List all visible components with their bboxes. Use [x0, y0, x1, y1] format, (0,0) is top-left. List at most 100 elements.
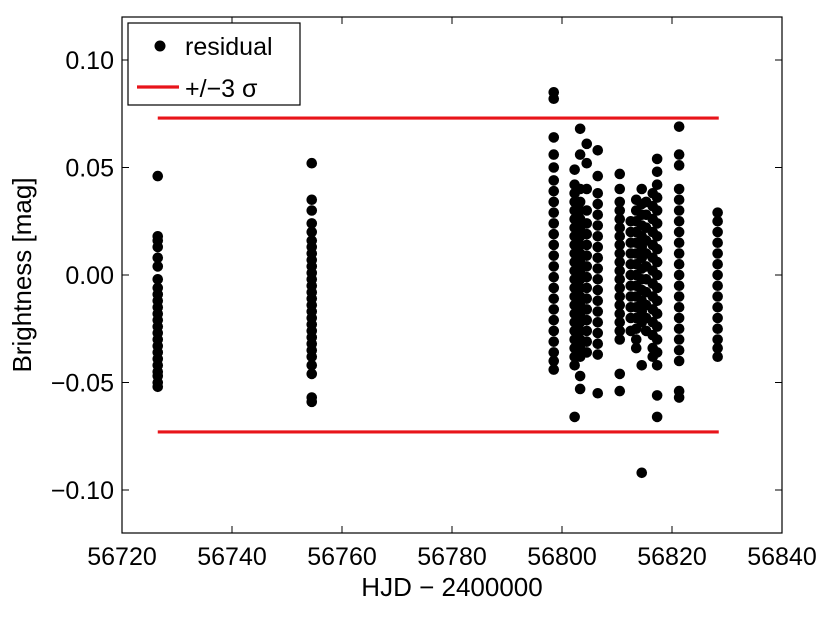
x-tick-label: 56820	[637, 543, 707, 571]
data-point	[651, 282, 663, 294]
data-point	[614, 213, 626, 225]
data-point	[673, 280, 685, 292]
data-point	[152, 274, 164, 285]
data-point	[152, 170, 164, 182]
data-point	[673, 248, 685, 259]
data-point	[569, 164, 580, 175]
data-point	[548, 261, 560, 272]
y-tick-label: −0.05	[51, 370, 114, 398]
data-point	[574, 149, 586, 160]
data-point	[614, 196, 626, 208]
data-point	[581, 183, 593, 195]
data-point	[592, 170, 604, 182]
data-point	[614, 183, 626, 195]
data-point	[592, 284, 604, 296]
data-point	[548, 250, 560, 261]
data-point	[548, 304, 560, 315]
data-point	[574, 383, 586, 395]
data-point	[712, 351, 723, 363]
data-point	[673, 215, 685, 227]
data-point	[592, 220, 604, 231]
data-point	[712, 248, 723, 259]
data-point	[592, 306, 604, 317]
data-point	[673, 301, 685, 313]
data-point	[614, 334, 626, 345]
data-point	[152, 231, 164, 242]
data-point	[548, 239, 560, 251]
data-point	[614, 168, 626, 180]
data-point	[712, 207, 723, 218]
data-point	[651, 192, 663, 203]
data-point	[630, 334, 642, 345]
data-point	[614, 205, 626, 216]
data-point	[712, 334, 723, 345]
data-point	[548, 293, 560, 304]
data-point	[614, 325, 626, 337]
data-point	[673, 149, 685, 160]
data-point	[548, 282, 560, 294]
data-point	[673, 258, 685, 270]
data-point	[548, 347, 560, 358]
data-point	[581, 271, 593, 283]
data-point	[712, 269, 723, 281]
data-point	[651, 360, 663, 371]
data-point	[614, 282, 626, 294]
y-tick-label: −0.10	[51, 477, 114, 505]
data-point	[581, 336, 593, 347]
data-point	[152, 261, 164, 272]
data-point	[581, 293, 593, 304]
data-point	[673, 291, 685, 302]
data-point	[581, 282, 593, 294]
data-point	[581, 157, 593, 169]
legend-marker-residual	[154, 40, 166, 52]
data-point	[712, 301, 723, 313]
data-point	[673, 226, 685, 238]
data-point	[548, 325, 560, 337]
data-point	[306, 360, 318, 371]
legend-box	[127, 22, 301, 106]
data-point	[581, 250, 593, 261]
data-point	[712, 291, 723, 302]
data-point	[592, 252, 604, 264]
data-point	[306, 226, 318, 238]
data-point	[592, 263, 604, 274]
data-point	[152, 282, 164, 294]
legend-label-sigma: +/−3 σ	[185, 75, 258, 103]
data-point	[673, 355, 685, 367]
data-point	[592, 317, 604, 328]
data-point	[673, 160, 685, 171]
data-point	[673, 269, 685, 281]
data-point	[306, 218, 318, 229]
plot-area	[152, 86, 723, 479]
data-point	[548, 86, 560, 98]
data-point	[592, 209, 604, 221]
data-point	[651, 179, 663, 190]
data-point	[712, 237, 723, 249]
data-point	[548, 175, 560, 186]
data-point	[651, 218, 663, 229]
data-point	[614, 239, 626, 251]
data-point	[712, 342, 723, 354]
y-axis-label: Brightness [mag]	[7, 177, 37, 372]
x-tick-label: 56840	[747, 543, 817, 571]
data-point	[548, 336, 560, 347]
data-point	[581, 205, 593, 216]
data-point	[712, 258, 723, 270]
data-point	[636, 360, 648, 371]
data-point	[651, 166, 663, 178]
data-point	[152, 252, 164, 264]
data-point	[630, 342, 642, 354]
x-tick-label: 56760	[307, 543, 377, 571]
data-point	[306, 194, 318, 206]
data-point	[581, 138, 593, 150]
data-point	[673, 205, 685, 216]
legend-label-residual: residual	[185, 33, 273, 61]
data-point	[673, 237, 685, 249]
data-point	[574, 123, 586, 135]
data-point	[673, 385, 685, 397]
data-point	[651, 347, 663, 358]
data-point	[614, 256, 626, 268]
data-point	[614, 231, 626, 242]
data-point	[592, 338, 604, 350]
